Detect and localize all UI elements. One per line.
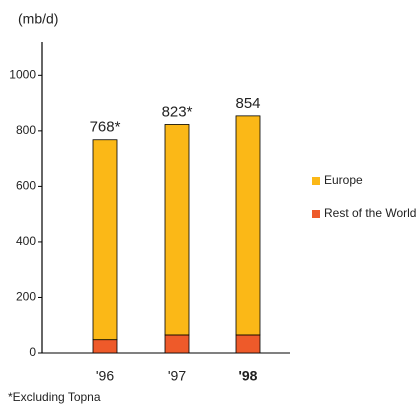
axis-title: (mb/d) — [18, 11, 58, 27]
y-tick-label: 1000 — [9, 67, 36, 81]
x-tick-label: '97 — [168, 368, 186, 384]
total-label: 823* — [162, 103, 193, 120]
x-tick-label: '96 — [96, 368, 114, 384]
legend-swatch — [312, 210, 320, 218]
y-tick-label: 200 — [16, 290, 36, 304]
legend-label: Rest of the World — [324, 206, 416, 220]
bar-segment — [164, 334, 190, 354]
y-tick-label: 0 — [29, 345, 36, 359]
total-label: 854 — [235, 95, 260, 112]
bar-segment — [92, 139, 118, 341]
y-tick-label: 800 — [16, 123, 36, 137]
x-tick-label: '98 — [239, 368, 258, 384]
bar-segment — [235, 334, 261, 354]
bar-segment — [164, 124, 190, 336]
y-tick-label: 600 — [16, 179, 36, 193]
y-tick-label: 400 — [16, 234, 36, 248]
total-label: 768* — [90, 119, 121, 136]
legend-swatch — [312, 177, 320, 185]
bar-segment — [235, 115, 261, 336]
bar-segment — [92, 339, 118, 354]
footnote: *Excluding Topna — [8, 390, 101, 404]
legend-label: Europe — [324, 173, 363, 187]
